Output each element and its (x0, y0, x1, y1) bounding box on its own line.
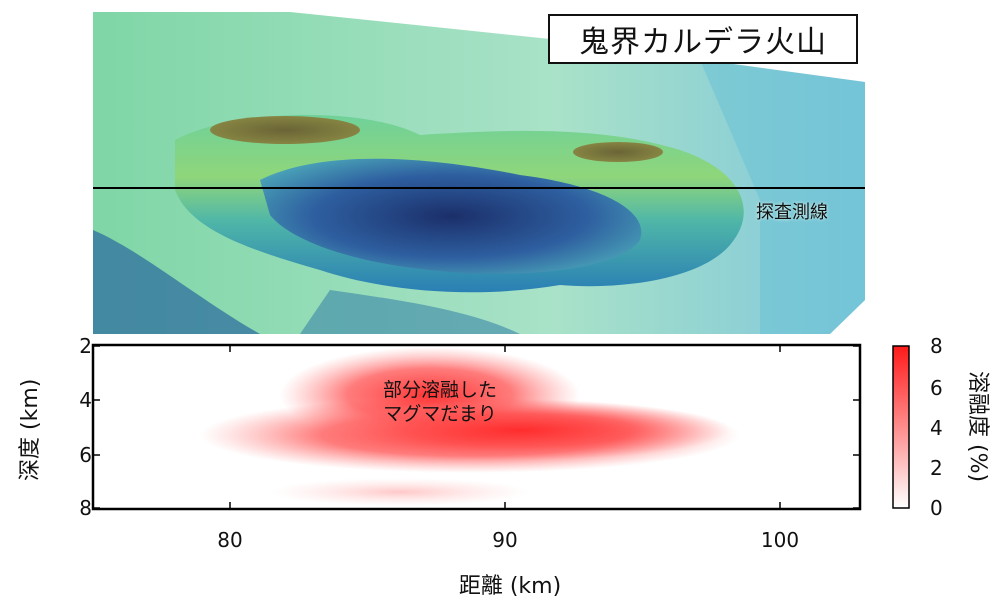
lower-slope (300, 290, 520, 334)
magma-annotation: 部分溶融した マグマだまり (330, 378, 550, 426)
x-ticks (229, 345, 781, 509)
y-ticks (93, 345, 860, 509)
y-axis-label: 深度 (km) (18, 378, 43, 481)
melt-anomaly (200, 347, 740, 506)
annotation-line-2: マグマだまり (383, 403, 497, 425)
y-tick-label: 4 (79, 388, 92, 412)
plot-frame (91, 343, 862, 511)
colorbar-tick: 0 (930, 496, 943, 520)
y-tick-label: 8 (79, 496, 92, 520)
colorbar-tick: 8 (930, 334, 943, 358)
x-tick-label: 100 (760, 528, 800, 552)
island-satsuma-iojima (210, 116, 360, 144)
colorbar-tick: 4 (930, 416, 943, 440)
x-tick-label: 90 (492, 528, 518, 552)
weak-melt-zone (270, 478, 530, 506)
y-tick-label: 2 (79, 334, 92, 358)
lower-left-slope (93, 230, 260, 334)
survey-line-label: 探査測線 (756, 202, 828, 223)
annotation-line-1: 部分溶融した (382, 379, 497, 401)
terrain-map (93, 12, 865, 334)
island-takeshima (573, 142, 663, 162)
colorbar (892, 345, 910, 509)
colorbar-tick: 2 (930, 456, 943, 480)
map-title: 鬼界カルデラ火山 (548, 14, 858, 64)
colorbar-tick: 6 (930, 376, 943, 400)
x-tick-label: 80 (217, 528, 243, 552)
magma-chamber-right (310, 400, 730, 460)
colorbar-label: 溶融度 (%) (965, 371, 990, 483)
x-axis-label: 距離 (km) (458, 574, 562, 599)
deep-sea-region (700, 60, 865, 334)
y-tick-label: 6 (79, 443, 92, 467)
